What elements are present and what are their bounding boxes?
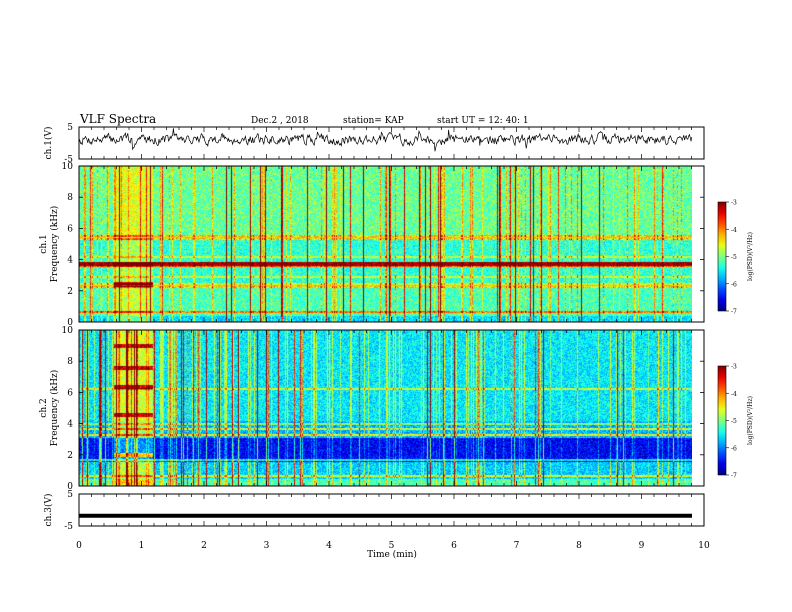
xaxis-tick-label: 1 xyxy=(139,541,145,551)
ch1-spectrogram-image xyxy=(79,166,692,322)
xaxis-tick-label: 2 xyxy=(201,541,207,551)
xaxis-tick-label: 5 xyxy=(389,541,395,551)
ch1-colorbar-tick-label: -4 xyxy=(731,227,737,234)
ch2-spectrogram-ytick-label: 2 xyxy=(67,451,73,461)
ch1-waveform-ylabel: ch.1(V) xyxy=(43,127,54,160)
figure-date: Dec.2 , 2018 xyxy=(251,116,309,126)
ch3-waveform-ytick-label: -5 xyxy=(64,522,73,532)
time-axis: 0 1 2 3 4 5 6 7 8 9 10 xyxy=(76,541,710,551)
ch2-spectrogram-image xyxy=(79,330,692,486)
figure-start-ut: start UT = 12: 40: 1 xyxy=(437,116,529,126)
ch2-spectrogram-ytick-label: 4 xyxy=(67,420,73,430)
ch1-waveform-panel: 5 -5 ch.1(V) xyxy=(43,123,705,165)
figure-station: station= KAP xyxy=(343,116,404,126)
ch2-colorbar-tick-label: -4 xyxy=(731,391,737,398)
xaxis-tick-label: 9 xyxy=(639,541,645,551)
ch1-spectrogram-ytick-label: 4 xyxy=(67,256,73,266)
ch1-spectrogram-panel: 0 2 4 6 8 10 ch.1 Frequency (kHz) xyxy=(39,162,705,328)
xaxis-tick-label: 10 xyxy=(698,541,710,551)
ch3-waveform-ylabel: ch.3(V) xyxy=(43,494,54,527)
xaxis-tick-label: 8 xyxy=(576,541,582,551)
colorbars: -3 -4 -5 -6 -7 log(PSD)(V²/Hz) -3 -4 -5 -6 -7 log(P… xyxy=(717,200,754,480)
ch2-spectrogram-ytick-label: 6 xyxy=(67,388,73,398)
xaxis-tick-label: 6 xyxy=(451,541,457,551)
ch2-spectrogram-ytick-label: 10 xyxy=(62,326,74,336)
ch2-colorbar-tick-label: -6 xyxy=(731,445,737,452)
figure-title: VLF Spectra xyxy=(79,112,156,126)
ch1-colorbar-label: log(PSD)(V²/Hz) xyxy=(747,232,754,281)
ch1-waveform-ytick-label: 5 xyxy=(67,123,73,133)
ch2-spectrogram-ylabel: ch.2 xyxy=(39,398,49,417)
ch1-spectrogram-ytick-label: 6 xyxy=(67,224,73,234)
ch1-spectrogram-ytick-label: 10 xyxy=(62,162,74,172)
ch1-spectrogram-ylabel: Frequency (kHz) xyxy=(49,206,60,283)
xaxis-tick-label: 3 xyxy=(264,541,270,551)
ch2-spectrogram-ylabel: Frequency (kHz) xyxy=(49,370,60,447)
ch2-spectrogram-ytick-label: 0 xyxy=(67,482,73,492)
ch2-colorbar-label: log(PSD)(V²/Hz) xyxy=(747,396,754,445)
ch3-waveform-panel: 5 -5 ch.3(V) xyxy=(43,490,705,532)
ch3-waveform-ytick-label: 5 xyxy=(67,490,73,500)
ch2-colorbar-tick-label: -3 xyxy=(731,364,737,371)
ch1-colorbar-tick-label: -7 xyxy=(731,309,737,316)
ch1-spectrogram-ylabel: ch.1 xyxy=(39,234,49,253)
ch2-spectrogram-ytick-label: 8 xyxy=(67,357,73,367)
ch1-spectrogram-ytick-label: 8 xyxy=(67,193,73,203)
ch2-colorbar-tick-label: -5 xyxy=(731,418,737,425)
ch1-colorbar-tick-label: -6 xyxy=(731,281,737,288)
ch2-colorbar-tick-label: -7 xyxy=(731,473,737,480)
ch1-spectrogram-ytick-label: 0 xyxy=(67,318,73,328)
ch1-colorbar xyxy=(717,201,727,312)
ch1-spectrogram-ytick-label: 2 xyxy=(67,287,73,297)
xaxis-tick-label: 0 xyxy=(76,541,82,551)
ch2-spectrogram-panel: 0 2 4 6 8 10 ch.2 Frequency (kHz) xyxy=(39,326,705,492)
xaxis-tick-label: 7 xyxy=(514,541,520,551)
ch1-colorbar-tick-label: -3 xyxy=(731,200,737,207)
ch1-waveform-line xyxy=(78,128,693,152)
ch1-waveform-ytick-label: -5 xyxy=(64,155,73,165)
ch2-colorbar xyxy=(717,365,727,476)
ch1-colorbar-tick-label: -5 xyxy=(731,254,737,261)
xaxis-tick-label: 4 xyxy=(326,541,332,551)
xaxis-label: Time (min) xyxy=(367,549,417,560)
